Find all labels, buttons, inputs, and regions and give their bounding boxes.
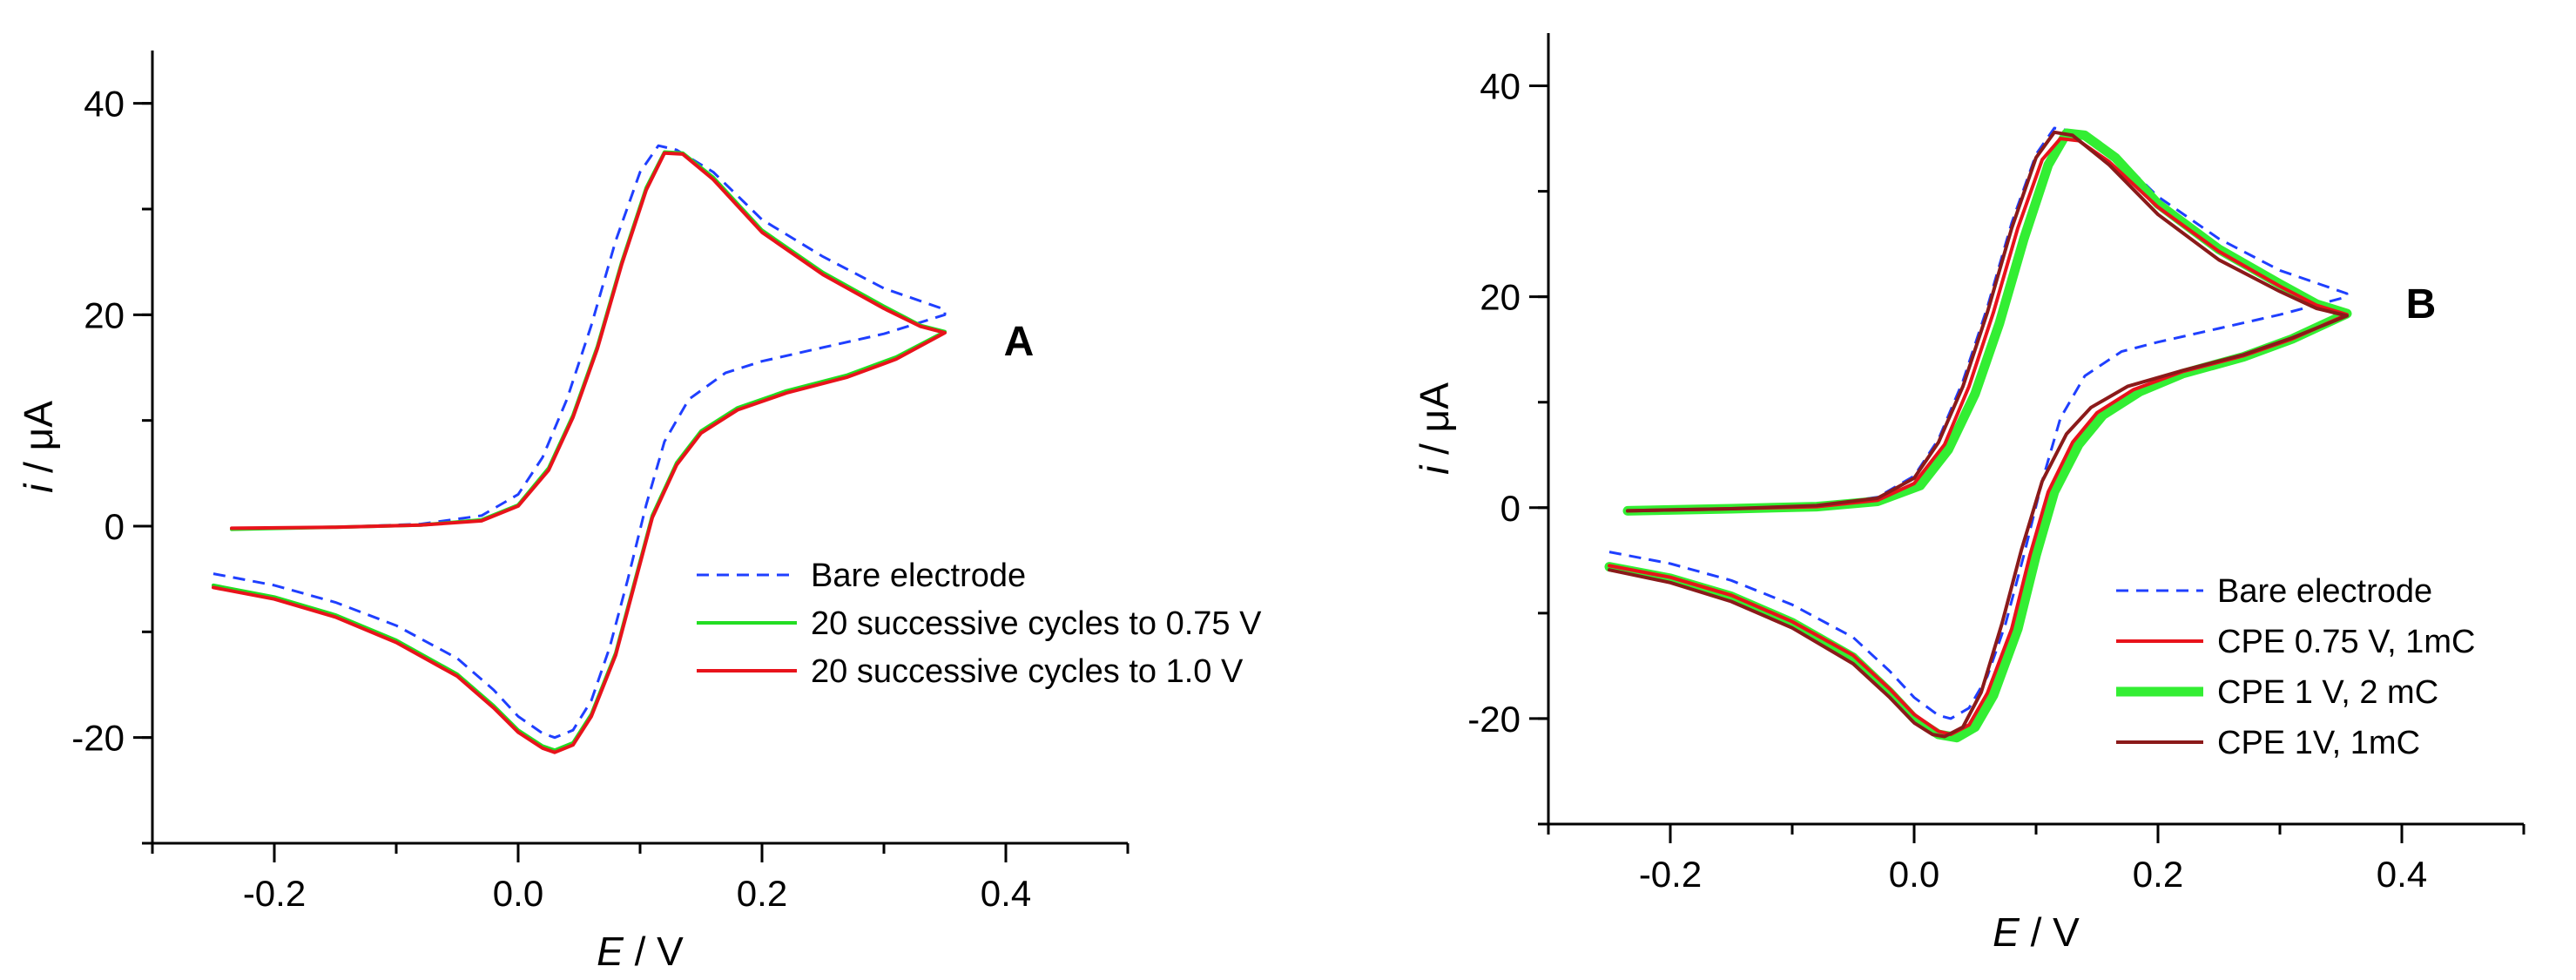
y-axis-variable: i xyxy=(1412,464,1457,475)
y-axis-title: i / μA xyxy=(16,401,61,493)
series-line-1 xyxy=(1608,126,2349,720)
x-tick-label: 0.0 xyxy=(1889,854,1939,895)
y-tick-label: 40 xyxy=(1480,66,1521,107)
series-line-4 xyxy=(1608,130,2349,739)
x-tick-label: 0.2 xyxy=(737,873,787,914)
x-axis-variable: E xyxy=(597,929,624,974)
x-axis-title: E / V xyxy=(597,929,684,974)
x-axis-title: E / V xyxy=(1993,909,2080,955)
y-tick-label: 20 xyxy=(84,294,125,335)
legend-label: 20 successive cycles to 0.75 V xyxy=(811,605,1262,642)
y-axis-unit: / μA xyxy=(16,401,61,484)
y-tick-label: 0 xyxy=(105,506,125,547)
y-axis-title: i / μA xyxy=(1412,382,1457,475)
x-tick-label: -0.2 xyxy=(243,873,306,914)
panel-a: -0.2 0.0 0.2 0.4 -20 0 20 40 E / V i / μA A Bare el… xyxy=(16,51,1262,974)
legend-label: Bare electrode xyxy=(2217,573,2432,610)
x-tick-label: 0.4 xyxy=(2377,854,2427,895)
x-tick-label: 0.4 xyxy=(981,873,1031,914)
x-axis-variable: E xyxy=(1993,909,2020,955)
panel-b: -0.2 0.0 0.2 0.4 -20 0 20 40 E / V i / μA B Bare el… xyxy=(1412,33,2525,955)
legend-label: 20 successive cycles to 1.0 V xyxy=(811,653,1244,690)
y-tick-label: 0 xyxy=(1500,488,1521,529)
x-axis-unit: / V xyxy=(624,929,684,974)
x-tick-label: 0.2 xyxy=(2133,854,2183,895)
y-axis-variable: i xyxy=(16,483,61,493)
panel-label: B xyxy=(2406,281,2437,328)
y-tick-label: 40 xyxy=(84,84,125,125)
legend-label: CPE 1V, 1mC xyxy=(2217,725,2420,761)
y-tick-label: -20 xyxy=(1467,699,1521,740)
x-tick-label: -0.2 xyxy=(1639,854,1702,895)
series-line-3 xyxy=(212,151,947,754)
legend-label: CPE 1 V, 2 mC xyxy=(2217,674,2438,711)
legend-label: Bare electrode xyxy=(811,558,1026,594)
legend-label: CPE 0.75 V, 1mC xyxy=(2217,624,2475,660)
panel-label: A xyxy=(1004,319,1035,365)
y-tick-label: 20 xyxy=(1480,277,1521,318)
y-axis-unit: / μA xyxy=(1412,382,1457,466)
x-tick-label: 0.0 xyxy=(493,873,543,914)
series-line-1 xyxy=(212,144,947,740)
y-tick-label: -20 xyxy=(71,718,125,759)
x-axis-unit: / V xyxy=(2020,909,2080,955)
